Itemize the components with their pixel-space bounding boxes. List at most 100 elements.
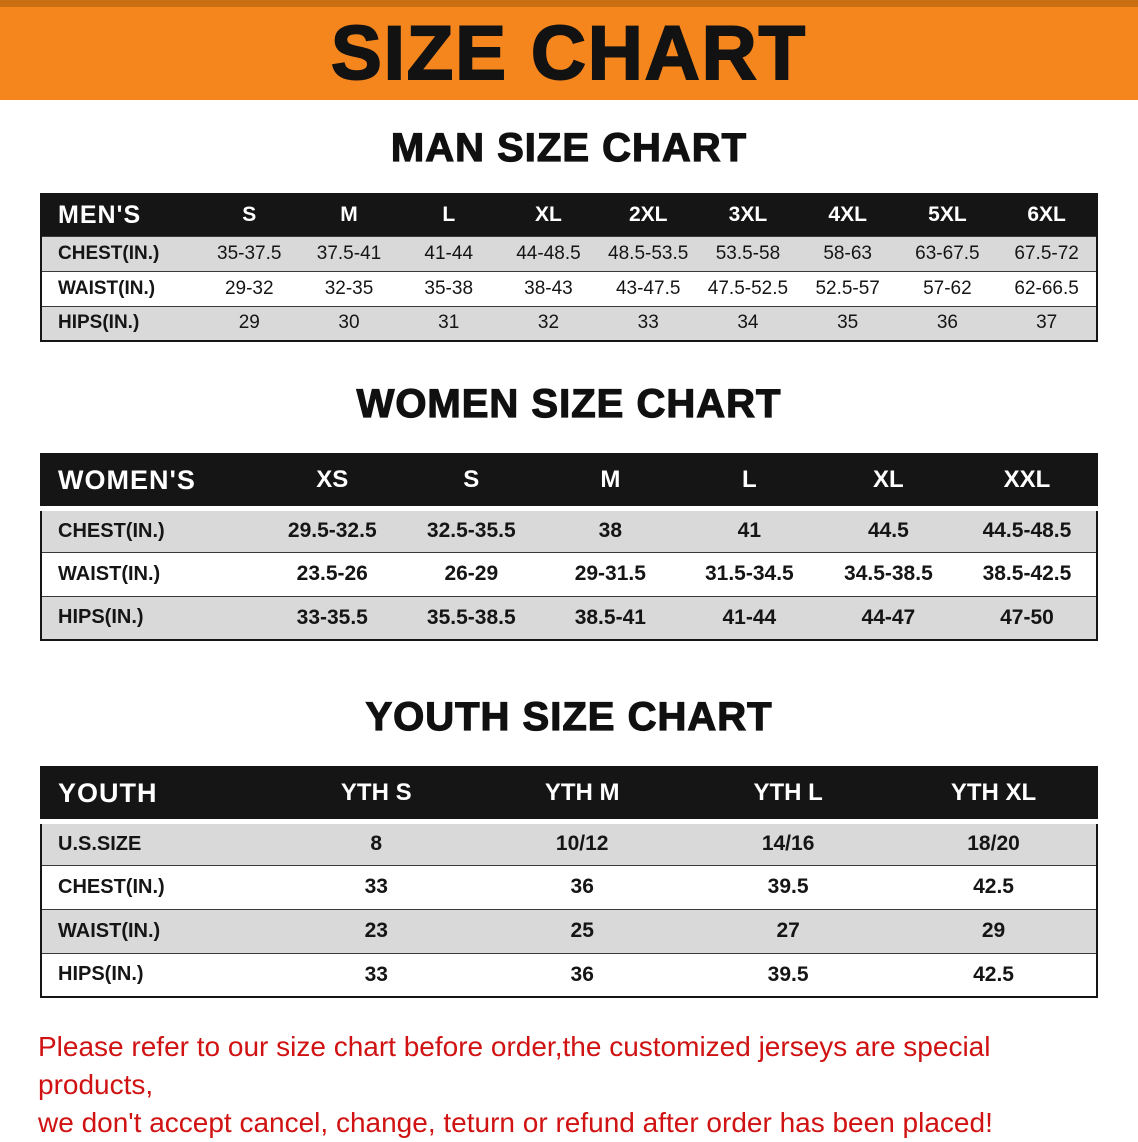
row-label: WAIST(IN.) bbox=[41, 270, 200, 306]
column-header: XS bbox=[262, 454, 402, 511]
table-cell: 37 bbox=[997, 305, 1097, 341]
table-cell: 33-35.5 bbox=[262, 595, 402, 640]
row-label: U.S.SIZE bbox=[41, 820, 274, 865]
table-row-chest: CHEST(IN.) 33 36 39.5 42.5 bbox=[41, 864, 1097, 909]
table-cell: 47-50 bbox=[957, 595, 1097, 640]
table-cell: 23.5-26 bbox=[262, 551, 402, 596]
table-cell: 14/16 bbox=[685, 820, 892, 865]
table-cell: 38.5-42.5 bbox=[957, 551, 1097, 596]
table-cell: 38-43 bbox=[498, 270, 599, 306]
table-cell: 39.5 bbox=[685, 952, 892, 997]
table-cell: 36 bbox=[897, 305, 998, 341]
column-header: S bbox=[199, 194, 300, 236]
table-row-us-size: U.S.SIZE 8 10/12 14/16 18/20 bbox=[41, 820, 1097, 865]
table-row-waist: WAIST(IN.) 23 25 27 29 bbox=[41, 908, 1097, 953]
table-cell: 57-62 bbox=[897, 270, 998, 306]
disclaimer: Please refer to our size chart before or… bbox=[0, 1028, 1138, 1142]
table-row-waist: WAIST(IN.) 23.5-26 26-29 29-31.5 31.5-34… bbox=[41, 551, 1097, 596]
column-header: YTH S bbox=[273, 767, 480, 824]
youth-section: YOUTH SIZE CHART YOUTH YTH S YTH M YTH L… bbox=[0, 694, 1138, 998]
table-cell: 25 bbox=[479, 908, 686, 953]
women-table-label: WOMEN'S bbox=[41, 454, 263, 511]
disclaimer-line-1: Please refer to our size chart before or… bbox=[38, 1031, 991, 1100]
table-cell: 18/20 bbox=[891, 820, 1097, 865]
table-cell: 44.5 bbox=[818, 507, 958, 552]
table-cell: 47.5-52.5 bbox=[698, 270, 798, 306]
column-header: M bbox=[540, 454, 680, 511]
table-cell: 36 bbox=[479, 952, 686, 997]
column-header: 4XL bbox=[797, 194, 898, 236]
row-label: CHEST(IN.) bbox=[41, 864, 274, 909]
table-cell: 23 bbox=[273, 908, 480, 953]
table-cell: 58-63 bbox=[797, 235, 898, 271]
table-cell: 34.5-38.5 bbox=[818, 551, 958, 596]
column-header: 6XL bbox=[997, 194, 1097, 236]
column-header: YTH M bbox=[479, 767, 686, 824]
table-cell: 52.5-57 bbox=[797, 270, 898, 306]
table-cell: 8 bbox=[273, 820, 480, 865]
banner: SIZE CHART bbox=[0, 0, 1138, 100]
youth-size-table: YOUTH YTH S YTH M YTH L YTH XL U.S.SIZE … bbox=[40, 766, 1098, 998]
table-cell: 29-32 bbox=[199, 270, 300, 306]
table-cell: 29.5-32.5 bbox=[262, 507, 402, 552]
table-row-chest: CHEST(IN.) 35-37.5 37.5-41 41-44 44-48.5… bbox=[41, 235, 1097, 271]
table-cell: 33 bbox=[273, 952, 480, 997]
column-header: XL bbox=[498, 194, 599, 236]
row-label: WAIST(IN.) bbox=[41, 551, 263, 596]
table-cell: 62-66.5 bbox=[997, 270, 1097, 306]
women-table-header-row: WOMEN'S XS S M L XL XXL bbox=[41, 454, 1097, 511]
table-cell: 33 bbox=[598, 305, 699, 341]
women-section: WOMEN SIZE CHART WOMEN'S XS S M L XL XXL bbox=[0, 381, 1138, 641]
row-label: WAIST(IN.) bbox=[41, 908, 274, 953]
table-cell: 29 bbox=[891, 908, 1097, 953]
table-cell: 26-29 bbox=[401, 551, 541, 596]
youth-section-heading: YOUTH SIZE CHART bbox=[365, 694, 773, 739]
table-cell: 48.5-53.5 bbox=[598, 235, 699, 271]
table-row-hips: HIPS(IN.) 29 30 31 32 33 34 35 36 37 bbox=[41, 305, 1097, 341]
table-cell: 35.5-38.5 bbox=[401, 595, 541, 640]
row-label: CHEST(IN.) bbox=[41, 507, 263, 552]
disclaimer-line-2: we don't accept cancel, change, teturn o… bbox=[38, 1107, 993, 1138]
column-header: L bbox=[679, 454, 819, 511]
table-row-waist: WAIST(IN.) 29-32 32-35 35-38 38-43 43-47… bbox=[41, 270, 1097, 306]
men-size-table: MEN'S S M L XL 2XL 3XL 4XL 5XL 6XL CHEST… bbox=[40, 193, 1098, 342]
youth-table-header-row: YOUTH YTH S YTH M YTH L YTH XL bbox=[41, 767, 1097, 824]
table-cell: 37.5-41 bbox=[299, 235, 399, 271]
table-cell: 38 bbox=[540, 507, 680, 552]
column-header: XL bbox=[818, 454, 958, 511]
table-cell: 38.5-41 bbox=[540, 595, 680, 640]
row-label: HIPS(IN.) bbox=[41, 952, 274, 997]
table-cell: 41-44 bbox=[679, 595, 819, 640]
table-cell: 41-44 bbox=[398, 235, 499, 271]
table-row-hips: HIPS(IN.) 33 36 39.5 42.5 bbox=[41, 952, 1097, 997]
table-row-hips: HIPS(IN.) 33-35.5 35.5-38.5 38.5-41 41-4… bbox=[41, 595, 1097, 640]
table-cell: 67.5-72 bbox=[997, 235, 1097, 271]
column-header: M bbox=[299, 194, 399, 236]
table-cell: 32.5-35.5 bbox=[401, 507, 541, 552]
table-cell: 44-47 bbox=[818, 595, 958, 640]
table-cell: 34 bbox=[698, 305, 798, 341]
row-label: HIPS(IN.) bbox=[41, 305, 200, 341]
table-cell: 44.5-48.5 bbox=[957, 507, 1097, 552]
table-cell: 36 bbox=[479, 864, 686, 909]
table-row-chest: CHEST(IN.) 29.5-32.5 32.5-35.5 38 41 44.… bbox=[41, 507, 1097, 552]
men-table-header-row: MEN'S S M L XL 2XL 3XL 4XL 5XL 6XL bbox=[41, 194, 1097, 236]
table-cell: 29-31.5 bbox=[540, 551, 680, 596]
men-table-label: MEN'S bbox=[41, 194, 200, 236]
column-header: YTH XL bbox=[891, 767, 1097, 824]
table-cell: 53.5-58 bbox=[698, 235, 798, 271]
table-cell: 43-47.5 bbox=[598, 270, 699, 306]
table-cell: 35 bbox=[797, 305, 898, 341]
column-header: S bbox=[401, 454, 541, 511]
women-section-heading: WOMEN SIZE CHART bbox=[356, 381, 782, 426]
table-cell: 32-35 bbox=[299, 270, 399, 306]
table-cell: 27 bbox=[685, 908, 892, 953]
column-header: YTH L bbox=[685, 767, 892, 824]
table-cell: 39.5 bbox=[685, 864, 892, 909]
table-cell: 44-48.5 bbox=[498, 235, 599, 271]
table-cell: 30 bbox=[299, 305, 399, 341]
table-cell: 63-67.5 bbox=[897, 235, 998, 271]
table-cell: 35-37.5 bbox=[199, 235, 300, 271]
table-cell: 35-38 bbox=[398, 270, 499, 306]
